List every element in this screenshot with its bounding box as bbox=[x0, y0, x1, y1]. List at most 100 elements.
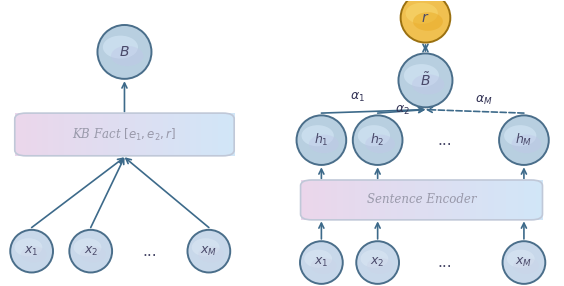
Bar bbox=[403, 180, 410, 220]
Text: $B$: $B$ bbox=[119, 45, 130, 59]
Ellipse shape bbox=[400, 0, 450, 43]
Bar bbox=[157, 113, 164, 156]
Ellipse shape bbox=[404, 64, 439, 87]
Ellipse shape bbox=[513, 258, 539, 274]
Bar bbox=[506, 180, 513, 220]
Text: KB Fact $[e_1,e_2,r]$: KB Fact $[e_1,e_2,r]$ bbox=[72, 126, 177, 142]
Ellipse shape bbox=[15, 238, 42, 256]
Text: ...: ... bbox=[143, 244, 157, 259]
Text: $x_2$: $x_2$ bbox=[83, 245, 98, 258]
Bar bbox=[135, 113, 142, 156]
Ellipse shape bbox=[21, 246, 47, 262]
Ellipse shape bbox=[309, 135, 339, 153]
Bar bbox=[190, 113, 196, 156]
Bar bbox=[59, 113, 65, 156]
Text: $x_M$: $x_M$ bbox=[515, 256, 532, 269]
Bar bbox=[26, 113, 32, 156]
Bar bbox=[312, 180, 319, 220]
Ellipse shape bbox=[198, 246, 224, 262]
Bar bbox=[482, 180, 488, 220]
Ellipse shape bbox=[111, 46, 143, 66]
Bar bbox=[37, 113, 43, 156]
Bar bbox=[391, 180, 398, 220]
Bar bbox=[416, 180, 422, 220]
Bar bbox=[325, 180, 332, 220]
Ellipse shape bbox=[98, 25, 152, 79]
Bar bbox=[119, 113, 125, 156]
Bar bbox=[81, 113, 87, 156]
Bar bbox=[223, 113, 229, 156]
Bar bbox=[53, 113, 59, 156]
Text: $x_1$: $x_1$ bbox=[24, 245, 39, 258]
Bar bbox=[196, 113, 202, 156]
Ellipse shape bbox=[503, 241, 545, 284]
Bar bbox=[440, 180, 446, 220]
Bar bbox=[458, 180, 464, 220]
Ellipse shape bbox=[356, 241, 399, 284]
Bar bbox=[397, 180, 404, 220]
Bar bbox=[476, 180, 483, 220]
Bar bbox=[103, 113, 109, 156]
Ellipse shape bbox=[103, 36, 138, 59]
Bar bbox=[31, 113, 37, 156]
Text: $x_2$: $x_2$ bbox=[371, 256, 385, 269]
Ellipse shape bbox=[305, 250, 332, 268]
Ellipse shape bbox=[358, 125, 390, 146]
Text: $\alpha_2$: $\alpha_2$ bbox=[395, 104, 410, 117]
Bar bbox=[301, 180, 307, 220]
Text: $h_M$: $h_M$ bbox=[515, 132, 532, 148]
Ellipse shape bbox=[512, 135, 541, 153]
Bar bbox=[307, 180, 313, 220]
Bar bbox=[464, 180, 470, 220]
Bar bbox=[207, 113, 213, 156]
Ellipse shape bbox=[504, 125, 536, 146]
Ellipse shape bbox=[311, 258, 336, 274]
Bar bbox=[64, 113, 70, 156]
Bar bbox=[530, 180, 537, 220]
Ellipse shape bbox=[80, 246, 105, 262]
Bar bbox=[48, 113, 54, 156]
Ellipse shape bbox=[507, 250, 535, 268]
Ellipse shape bbox=[10, 230, 53, 273]
Text: $x_1$: $x_1$ bbox=[314, 256, 329, 269]
Text: $\tilde{B}$: $\tilde{B}$ bbox=[420, 72, 431, 89]
Text: Sentence Encoder: Sentence Encoder bbox=[367, 193, 476, 206]
Ellipse shape bbox=[302, 125, 334, 146]
Bar bbox=[228, 113, 235, 156]
Bar bbox=[488, 180, 495, 220]
Bar bbox=[500, 180, 507, 220]
Bar bbox=[367, 180, 374, 220]
Bar bbox=[91, 113, 98, 156]
Bar bbox=[343, 180, 350, 220]
Bar bbox=[130, 113, 136, 156]
Bar bbox=[331, 180, 337, 220]
Bar bbox=[15, 113, 21, 156]
Bar bbox=[434, 180, 440, 220]
Bar bbox=[379, 180, 386, 220]
Text: $h_2$: $h_2$ bbox=[371, 132, 385, 148]
Bar bbox=[42, 113, 49, 156]
Ellipse shape bbox=[406, 3, 438, 24]
Bar bbox=[185, 113, 191, 156]
Ellipse shape bbox=[353, 115, 403, 165]
Bar bbox=[518, 180, 525, 220]
Bar bbox=[409, 180, 416, 220]
Bar bbox=[69, 113, 76, 156]
Bar bbox=[86, 113, 92, 156]
Ellipse shape bbox=[413, 12, 443, 31]
Ellipse shape bbox=[499, 115, 549, 165]
Ellipse shape bbox=[412, 74, 444, 95]
Bar bbox=[113, 113, 120, 156]
Bar bbox=[361, 180, 368, 220]
Text: $\alpha_1$: $\alpha_1$ bbox=[350, 91, 365, 104]
Bar bbox=[152, 113, 158, 156]
Bar bbox=[179, 113, 186, 156]
Bar bbox=[512, 180, 519, 220]
Bar bbox=[174, 113, 180, 156]
Bar bbox=[212, 113, 218, 156]
Text: ...: ... bbox=[438, 133, 452, 148]
Bar bbox=[319, 180, 325, 220]
Ellipse shape bbox=[187, 230, 230, 273]
Bar bbox=[470, 180, 477, 220]
Bar bbox=[385, 180, 392, 220]
